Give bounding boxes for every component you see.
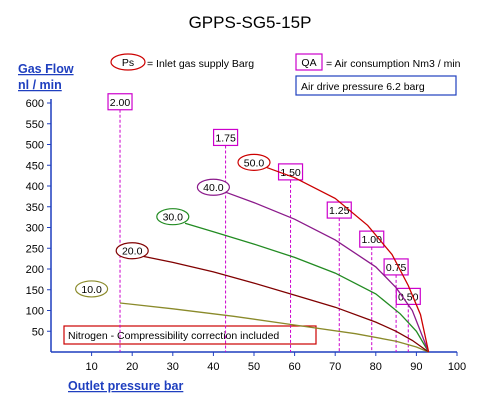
series-label-ellipse [74,280,109,298]
qa-label: 1.25 [329,205,350,217]
nitrogen-note-box [63,325,317,345]
series-label-ellipse [196,178,230,196]
y-tick-label: 300 [26,223,44,235]
y-tick-label: 200 [26,264,44,276]
legend-ps-key: Ps [122,57,134,69]
series-line-50-0 [265,166,430,353]
series-line-30-0 [184,222,430,353]
legend-ps-ellipse [110,53,146,71]
x-tick-label: 80 [370,361,382,373]
y-tick-label: 50 [32,326,44,338]
series-line-20-0 [140,255,429,353]
y-tick-label: 500 [26,140,44,152]
y-tick-label: 100 [26,306,44,318]
y-tick-label: 150 [26,285,44,297]
series-line-10-0 [119,302,429,353]
y-tick-label: 600 [26,98,44,110]
y-tick-label: 400 [26,181,44,193]
axes: 50 100 150 200 250 300 350 400 450 500 550 600 10 20 3… [26,98,467,373]
qa-label-box [212,128,239,147]
qa-label: 1.00 [362,234,383,246]
qa-label: 1.50 [280,167,301,179]
y-axis-label-line1: Gas Flow [18,62,74,76]
qa-label: 1.75 [215,132,236,144]
legend-qa-text: = Air consumption Nm3 / min [326,58,461,70]
x-tick-label: 70 [329,361,341,373]
series-label: 30.0 [163,212,184,224]
x-axis-label: Outlet pressure bar [68,379,183,393]
x-tick-label: 40 [207,361,219,373]
x-tick-label: 30 [167,361,179,373]
series-layer: 10.0 20.0 30.0 40.0 50.0 [74,153,430,353]
series-label: 20.0 [122,246,143,258]
series-line-40-0 [225,191,430,353]
air-drive-box [295,75,457,96]
y-tick-label: 550 [26,119,44,131]
series-label-ellipse [156,208,190,226]
air-drive-text: Air drive pressure 6.2 barg [301,81,425,93]
series-label: 10.0 [81,284,102,296]
legend-qa-key: QA [301,57,316,69]
series-label-ellipse [115,242,149,260]
series-label-ellipse [237,153,271,171]
series-label: 50.0 [244,157,265,169]
y-axis-label-line2: nl / min [18,78,62,92]
qa-label: 0.50 [398,291,419,303]
qa-markers: 2.001.751.501.251.000.750.50 [107,93,421,352]
chart-title: GPPS-SG5-15P [189,13,312,32]
y-tick-label: 450 [26,160,44,172]
y-tick-label: 250 [26,243,44,255]
qa-label-box [107,93,133,111]
legend-qa-box [295,53,323,71]
legend-ps-text: = Inlet gas supply Barg [147,58,254,70]
qa-label: 2.00 [110,97,131,109]
qa-label-box [383,258,409,276]
x-tick-label: 90 [410,361,422,373]
series-label: 40.0 [203,182,224,194]
y-tick-label: 350 [26,202,44,214]
x-tick-label: 50 [248,361,260,373]
nitrogen-note-text: Nitrogen - Compressibility correction in… [68,330,279,342]
x-tick-label: 20 [126,361,138,373]
x-tick-label: 10 [85,361,97,373]
x-tick-label: 100 [448,361,466,373]
x-tick-label: 60 [288,361,300,373]
